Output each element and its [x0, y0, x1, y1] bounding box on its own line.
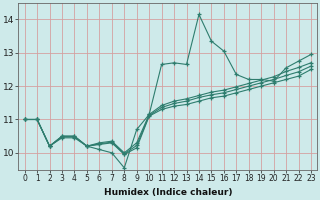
X-axis label: Humidex (Indice chaleur): Humidex (Indice chaleur)	[104, 188, 232, 197]
